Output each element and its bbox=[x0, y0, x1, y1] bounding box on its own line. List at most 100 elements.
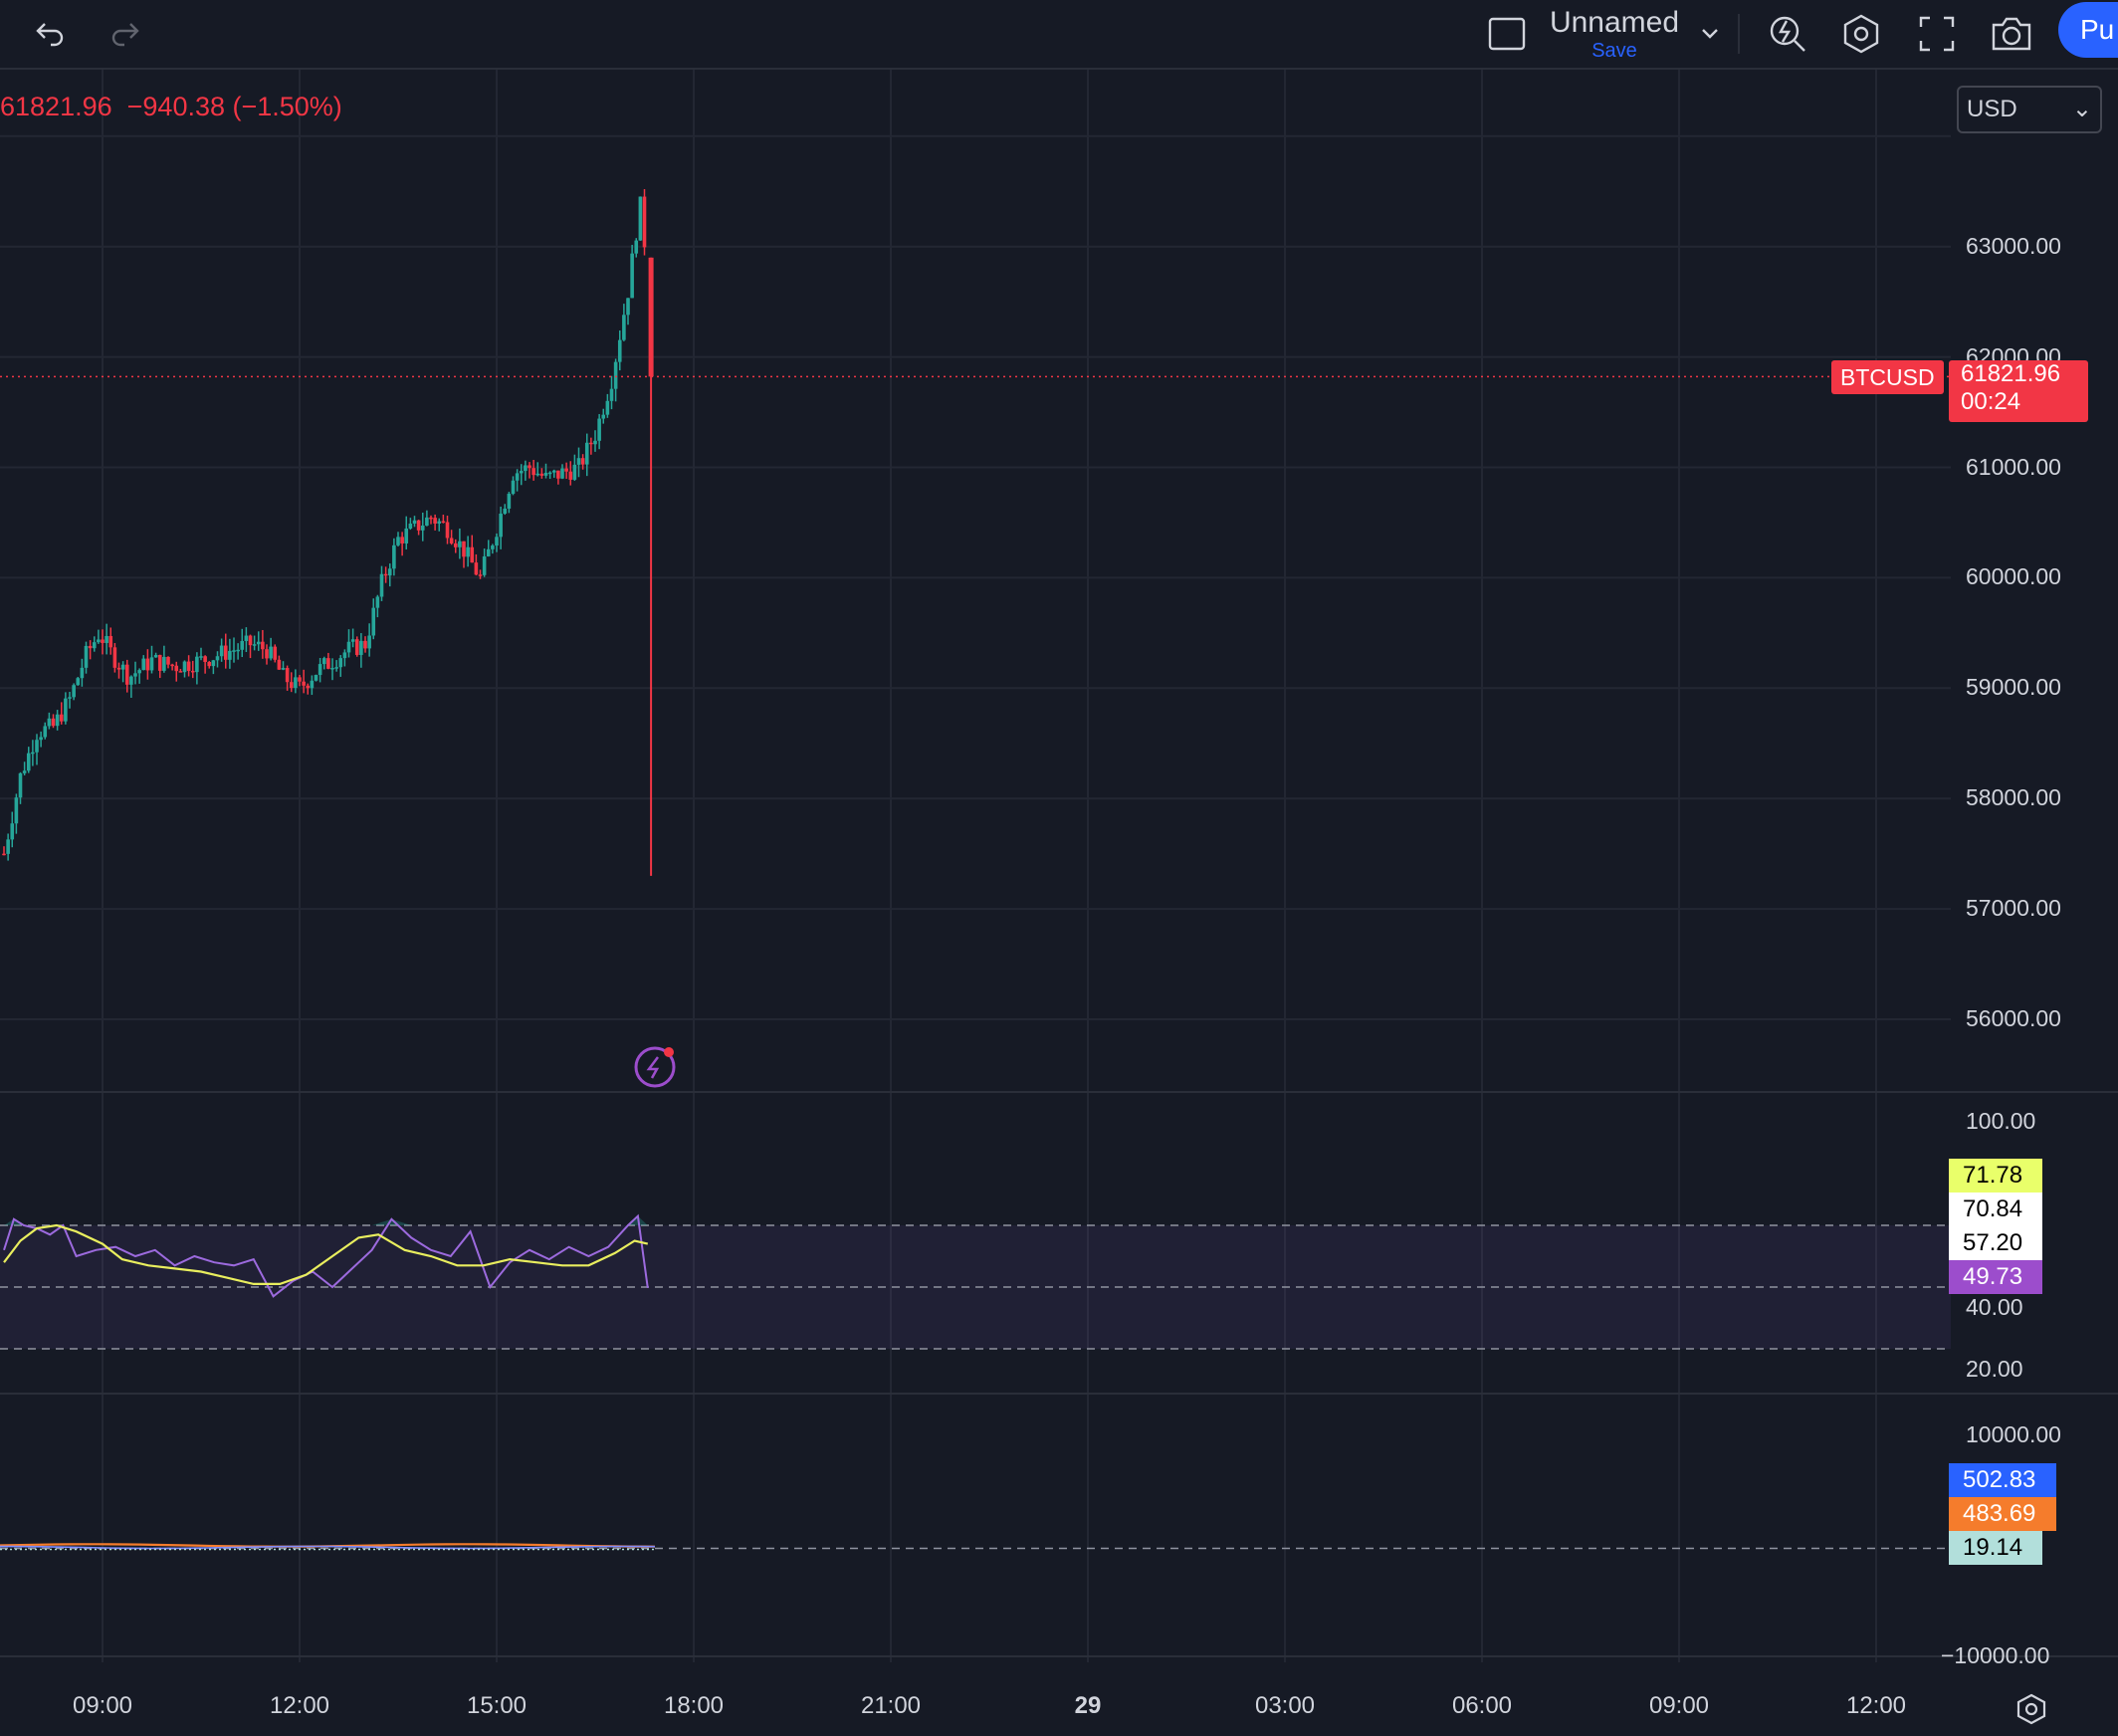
candle-body bbox=[379, 573, 384, 597]
candle-body bbox=[375, 596, 380, 608]
rsi-ma-line bbox=[3, 1223, 649, 1285]
candle-body bbox=[252, 644, 257, 646]
lightning-search-icon[interactable] bbox=[1764, 10, 1811, 58]
candle-body bbox=[203, 656, 207, 662]
candle-body bbox=[219, 645, 224, 657]
candle-body bbox=[535, 473, 540, 476]
price-axis-label: 59000.00 bbox=[1966, 674, 2061, 700]
rsi-axis-label: 40.00 bbox=[1966, 1294, 2023, 1320]
time-axis-day-label: 29 bbox=[1074, 1692, 1102, 1719]
rsi-upper-band-badge: 70.84 bbox=[1949, 1193, 2042, 1226]
candle-body bbox=[572, 464, 577, 480]
candle-body bbox=[88, 645, 93, 649]
candle-body bbox=[215, 656, 220, 661]
candle-body bbox=[186, 661, 191, 671]
candle-body bbox=[420, 526, 425, 531]
fullscreen-icon[interactable] bbox=[1913, 10, 1961, 58]
candle-body bbox=[466, 546, 470, 557]
candle-body bbox=[515, 473, 520, 481]
candle-body bbox=[539, 473, 544, 476]
candle-body bbox=[289, 682, 294, 689]
candle-body bbox=[404, 528, 409, 543]
candle-body bbox=[10, 823, 15, 840]
bar-countdown: 00:24 bbox=[1961, 388, 2021, 415]
candle-body bbox=[437, 521, 442, 524]
candle-body bbox=[445, 522, 450, 539]
candle-body bbox=[240, 640, 245, 650]
candle-body bbox=[124, 664, 129, 685]
time-axis-label: 09:00 bbox=[72, 1692, 133, 1719]
candle-body bbox=[593, 440, 597, 445]
candle-body bbox=[39, 737, 43, 741]
candle-body bbox=[371, 607, 376, 636]
candle-body bbox=[101, 639, 105, 643]
layout-title: Unnamed bbox=[1549, 6, 1680, 39]
currency-select[interactable]: USD ⌄ bbox=[1957, 86, 2102, 133]
gear-hexagon-icon[interactable] bbox=[1837, 10, 1885, 58]
candle-body bbox=[22, 770, 27, 773]
save-button[interactable]: Save bbox=[1591, 40, 1637, 62]
candle-body bbox=[26, 753, 31, 771]
candle-body bbox=[105, 635, 108, 643]
candle-body bbox=[178, 671, 183, 673]
time-axis-label: 15:00 bbox=[466, 1692, 528, 1719]
camera-icon[interactable] bbox=[1987, 10, 2036, 58]
candle-body bbox=[392, 544, 396, 569]
volume-value-badge: 483.69 bbox=[1949, 1497, 2056, 1531]
candle-body bbox=[195, 656, 199, 673]
price-axis-label: 56000.00 bbox=[1966, 1005, 2061, 1031]
candle-body bbox=[638, 196, 643, 241]
candle-body bbox=[97, 639, 101, 643]
candle-body bbox=[462, 541, 466, 557]
redo-icon[interactable] bbox=[102, 10, 149, 58]
candle-body bbox=[597, 418, 601, 441]
candle-body bbox=[601, 414, 606, 419]
candle-body bbox=[166, 656, 170, 665]
candle-body bbox=[458, 541, 462, 547]
candle-body bbox=[400, 537, 404, 543]
candle-body bbox=[547, 472, 552, 475]
time-axis-label: 21:00 bbox=[860, 1692, 922, 1719]
candle-body bbox=[157, 654, 162, 671]
layout-square-icon[interactable] bbox=[1485, 10, 1529, 58]
candle-body bbox=[441, 521, 446, 524]
top-toolbar: Unnamed Save Pu bbox=[0, 0, 2118, 70]
candle-body bbox=[499, 513, 503, 538]
chart-canvas[interactable] bbox=[0, 70, 2118, 1736]
layout-name[interactable]: Unnamed Save bbox=[1545, 6, 1684, 62]
candle-body bbox=[265, 649, 269, 659]
candle-body bbox=[511, 480, 516, 495]
candle-body bbox=[228, 650, 232, 660]
undo-icon[interactable] bbox=[26, 10, 74, 58]
candle-body bbox=[72, 685, 76, 698]
candle-body bbox=[273, 646, 278, 660]
candle-body bbox=[387, 568, 392, 576]
candle-body bbox=[346, 641, 351, 653]
candle-body bbox=[334, 667, 338, 669]
currency-value: USD bbox=[1967, 96, 2017, 122]
candle-body bbox=[137, 670, 141, 674]
candle-body bbox=[232, 650, 236, 652]
price-axis-label: 63000.00 bbox=[1966, 233, 2061, 259]
toolbar-divider bbox=[1738, 14, 1740, 54]
price-axis-label: 58000.00 bbox=[1966, 784, 2061, 810]
candle-body bbox=[556, 470, 560, 479]
candle-body bbox=[314, 675, 318, 681]
gear-hexagon-icon[interactable] bbox=[2014, 1692, 2050, 1728]
candle-body bbox=[495, 537, 499, 546]
candle-body bbox=[613, 361, 618, 389]
candle-body bbox=[589, 442, 593, 445]
candle-body bbox=[412, 520, 417, 525]
candle-body bbox=[31, 752, 35, 755]
candle-body bbox=[112, 647, 117, 668]
lightning-alert-icon bbox=[634, 1046, 676, 1088]
legend-price: 61821.96 bbox=[0, 92, 112, 121]
candle-body bbox=[630, 253, 634, 299]
lightning-alert-icon bbox=[646, 1056, 660, 1079]
candle-body bbox=[277, 659, 282, 670]
candle-body bbox=[474, 562, 479, 575]
candle-body bbox=[568, 471, 573, 480]
candle-body bbox=[354, 639, 359, 655]
publish-button[interactable]: Pu bbox=[2058, 2, 2118, 58]
chevron-down-icon[interactable] bbox=[1694, 10, 1726, 58]
